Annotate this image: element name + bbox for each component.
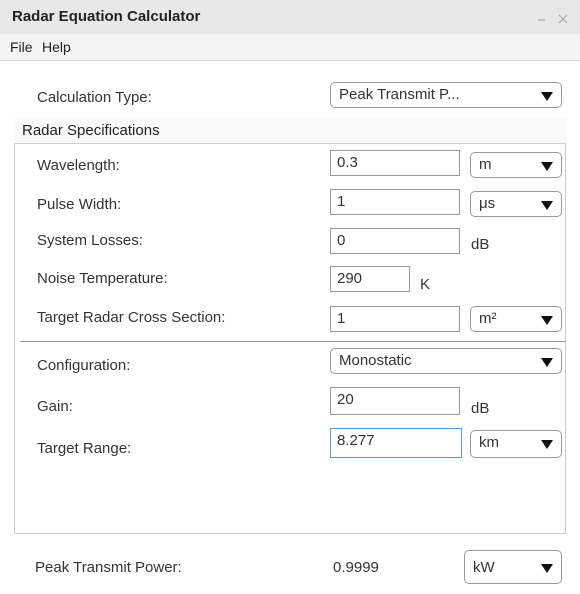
menu-item[interactable]: Help [42, 39, 71, 55]
dropdown-value: Monostatic [339, 352, 412, 369]
text-input[interactable]: 8.277 [330, 428, 462, 458]
dropdown-arrow [541, 440, 553, 449]
text-input[interactable]: 0 [330, 228, 460, 254]
text-input[interactable]: 0.3 [330, 150, 460, 176]
dropdown-arrow [541, 358, 553, 367]
text-input[interactable]: 1 [330, 189, 460, 215]
section-header [14, 118, 566, 144]
dropdown-arrow [541, 564, 553, 573]
label: Target Range: [37, 440, 132, 457]
text-input[interactable]: 290 [330, 266, 410, 292]
unit-label: K [420, 276, 431, 293]
dropdown[interactable]: Peak Transmit P... [330, 82, 562, 108]
dropdown-arrow [541, 316, 553, 325]
result-label: Peak Transmit Power: [35, 559, 182, 576]
label: Target Radar Cross Section: [37, 309, 226, 326]
label: Calculation Type: [37, 89, 152, 106]
text-input[interactable]: 20 [330, 387, 460, 415]
separator [20, 341, 566, 342]
label: Pulse Width: [37, 196, 122, 213]
dropdown-value: kW [473, 559, 495, 576]
dropdown[interactable]: m [470, 152, 562, 178]
label: Configuration: [37, 357, 131, 374]
label: System Losses: [37, 232, 143, 249]
dropdown[interactable]: m² [470, 306, 562, 332]
label: Noise Temperature: [37, 270, 168, 287]
menu-bar [0, 34, 580, 61]
window-controls[interactable] [536, 12, 570, 26]
dropdown-value: μs [479, 195, 496, 212]
unit-label: dB [471, 400, 490, 417]
dropdown-value: km [479, 434, 499, 451]
window-title: Radar Equation Calculator [12, 8, 201, 25]
dropdown[interactable]: km [470, 430, 562, 458]
dropdown[interactable]: μs [470, 191, 562, 217]
result-value: 0.9999 [333, 559, 379, 576]
unit-label: dB [471, 236, 490, 253]
dropdown-arrow [541, 162, 553, 171]
title-bar [0, 0, 580, 34]
dropdown-value: m [479, 156, 492, 173]
label: Gain: [37, 398, 73, 415]
dropdown-arrow [541, 92, 553, 101]
menu-item[interactable]: File [10, 39, 33, 55]
dropdown-value: m² [479, 310, 497, 327]
label: Wavelength: [37, 157, 120, 174]
text-input[interactable]: 1 [330, 306, 460, 332]
dropdown[interactable]: Monostatic [330, 348, 562, 374]
dropdown-value: Peak Transmit P... [339, 86, 460, 103]
dropdown-arrow [541, 201, 553, 210]
section-title: Radar Specifications [22, 122, 160, 139]
dropdown[interactable]: kW [464, 550, 562, 584]
